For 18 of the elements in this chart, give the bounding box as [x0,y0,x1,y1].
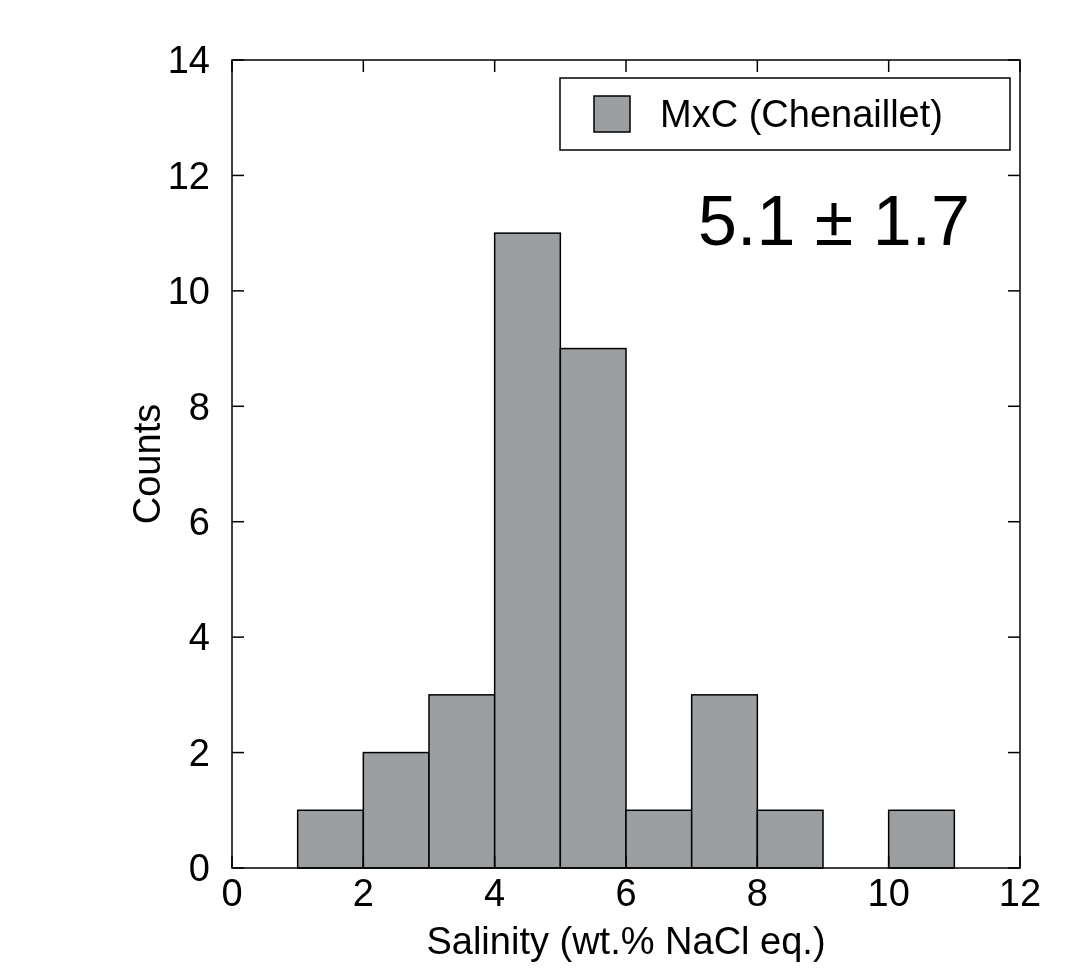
x-tick-label: 8 [746,872,768,914]
x-tick-label: 0 [221,872,243,914]
y-tick-label: 10 [167,270,210,313]
x-tick-label: 2 [352,872,374,914]
x-axis-title: Salinity (wt.% NaCl eq.) [426,920,826,962]
legend-label: MxC (Chenaillet) [660,93,943,136]
x-tick-label: 6 [615,872,637,914]
y-axis-title: Counts [126,403,168,525]
x-tick-label: 4 [484,872,506,914]
y-tick-label: 8 [188,385,210,428]
y-tick-label: 6 [188,501,210,544]
y-tick-label: 2 [188,731,210,774]
y-tick-label: 14 [167,39,210,82]
y-tick-label: 12 [167,154,210,197]
x-tick-label: 12 [998,872,1042,914]
x-tick-label: 10 [867,872,910,914]
y-tick-label: 4 [188,616,210,659]
annotation: 5.1 ± 1.7 [698,182,970,260]
